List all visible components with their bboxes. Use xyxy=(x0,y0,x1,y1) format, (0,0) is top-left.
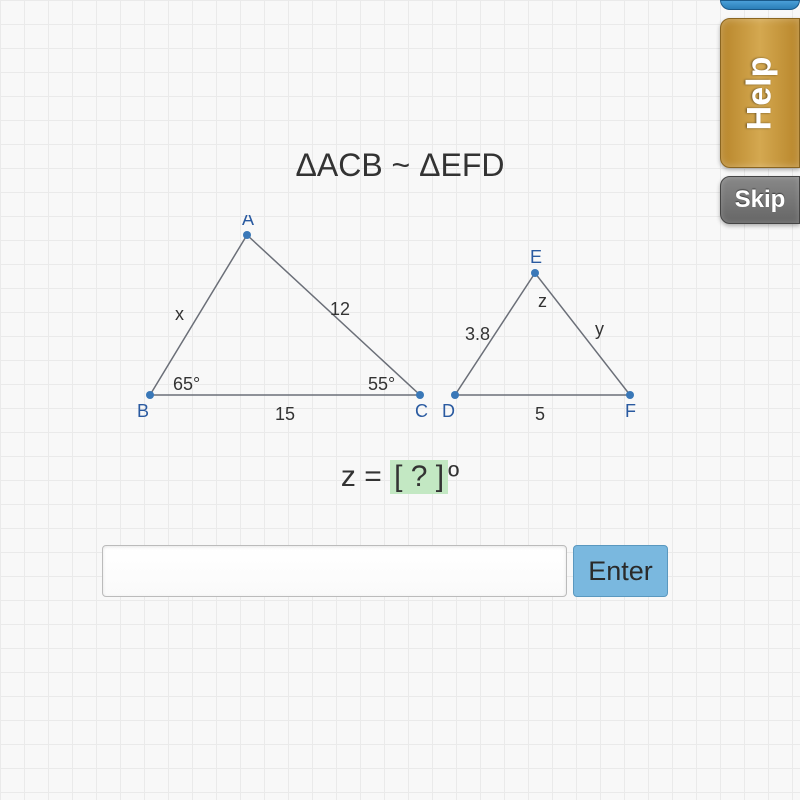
problem-title: ΔACB ~ ΔEFD xyxy=(0,147,800,184)
svg-text:55°: 55° xyxy=(368,374,395,394)
svg-text:12: 12 xyxy=(330,299,350,319)
question-prefix: z = xyxy=(341,460,390,493)
answer-input-row: Enter xyxy=(102,545,668,597)
svg-text:B: B xyxy=(137,401,149,421)
svg-text:z: z xyxy=(538,291,547,311)
skip-button-label: Skip xyxy=(735,186,786,214)
question-suffix: º xyxy=(448,460,459,493)
svg-text:C: C xyxy=(415,401,428,421)
svg-text:3.8: 3.8 xyxy=(465,324,490,344)
svg-text:A: A xyxy=(242,215,254,229)
side-button-panel: Help Skip xyxy=(720,0,800,224)
svg-text:65°: 65° xyxy=(173,374,200,394)
enter-button[interactable]: Enter xyxy=(573,545,668,597)
help-button-label: Help xyxy=(741,56,780,130)
answer-placeholder: [ ? ] xyxy=(390,460,448,494)
help-button[interactable]: Help xyxy=(720,18,800,168)
svg-text:y: y xyxy=(595,319,604,339)
svg-text:5: 5 xyxy=(535,404,545,424)
svg-text:x: x xyxy=(175,304,184,324)
svg-text:D: D xyxy=(442,401,455,421)
svg-text:E: E xyxy=(530,247,542,267)
triangle-diagram: A B Cx 12 15 65° 55° E D F 3.8 y 5 z xyxy=(130,215,670,435)
svg-text:F: F xyxy=(625,401,636,421)
question-line: z = [ ? ]º xyxy=(0,460,800,494)
top-tab-edge xyxy=(720,0,800,10)
svg-text:15: 15 xyxy=(275,404,295,424)
answer-input[interactable] xyxy=(102,545,567,597)
